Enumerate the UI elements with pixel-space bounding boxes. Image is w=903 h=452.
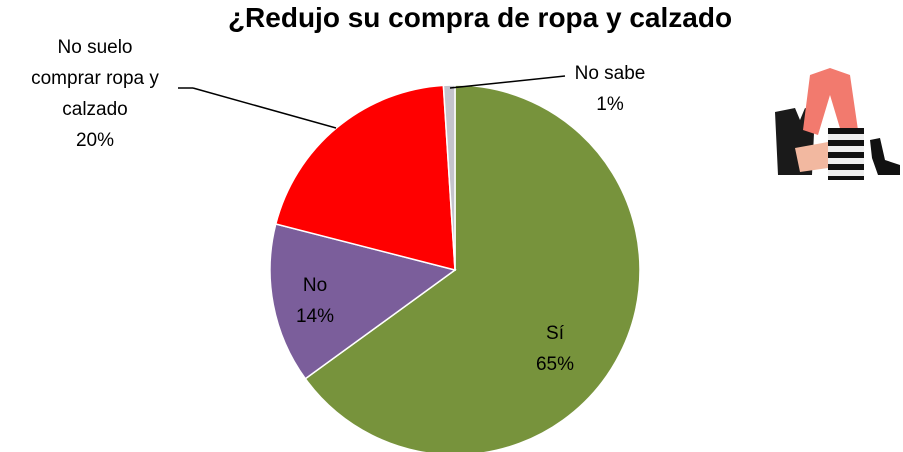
slice-label: No sabe 1% — [550, 58, 670, 120]
category-label: No sabe — [574, 63, 646, 84]
pie-slice — [269, 223, 457, 380]
chart-title: ¿Redujo su compra de ropa y calzado — [227, 2, 733, 33]
pie-slice — [442, 84, 456, 271]
category-label: No suelo comprar ropa y calzado — [31, 37, 159, 120]
pie-slice — [274, 84, 456, 271]
slice-label: No 14% — [255, 270, 375, 332]
leader-line — [192, 87, 337, 129]
slice-label: No suelo comprar ropa y calzado 20% — [28, 32, 163, 156]
clothes-picture — [768, 62, 903, 187]
value-label: 20% — [75, 130, 115, 151]
value-label: 14% — [295, 306, 335, 327]
category-label: No — [302, 275, 328, 296]
value-label: 65% — [535, 354, 575, 375]
category-label: Sí — [546, 323, 564, 344]
leader-line — [449, 75, 566, 89]
value-label: 1% — [596, 94, 624, 115]
slice-label: Sí 65% — [495, 318, 615, 380]
pie-slice — [304, 84, 641, 452]
